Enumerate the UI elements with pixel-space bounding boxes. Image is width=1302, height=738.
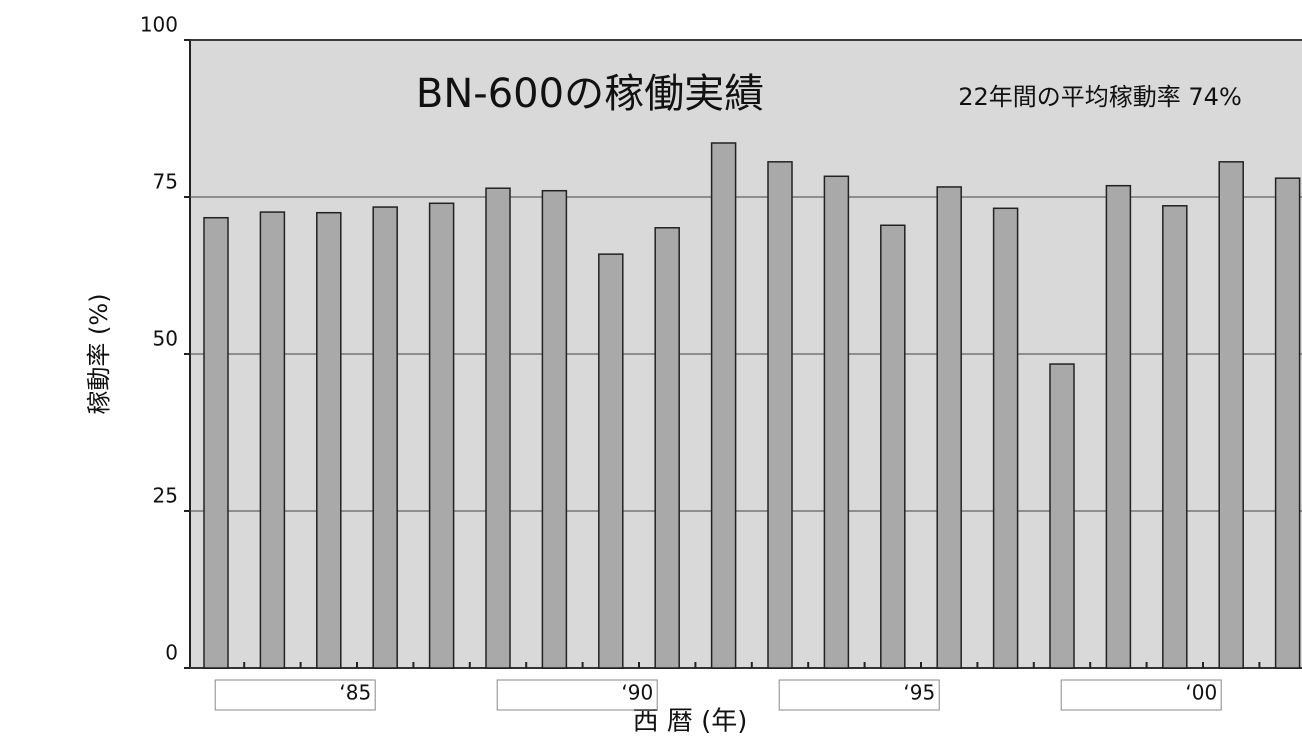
bar: [372, 206, 398, 669]
x-tick-label: ‘95: [903, 681, 935, 705]
bar: [1049, 363, 1075, 669]
y-tick-label: 50: [153, 327, 178, 351]
y-tick-label: 100: [140, 13, 178, 37]
y-tick-label: 0: [165, 641, 178, 665]
x-label-box: [214, 679, 376, 711]
bar: [992, 207, 1019, 669]
x-label-box: [496, 679, 658, 711]
bar: [485, 187, 511, 669]
annotation: 22年間の平均稼動率 74%: [958, 83, 1242, 111]
bar: [1274, 177, 1301, 669]
chart-title: BN-600の稼働実績: [416, 71, 764, 117]
x-tick-label: ‘00: [1185, 681, 1217, 705]
bar: [880, 224, 906, 669]
x-tick-label: ‘85: [339, 681, 371, 705]
bar: [598, 253, 624, 669]
bar: [1105, 184, 1132, 669]
y-tick-label: 75: [153, 170, 178, 194]
bar: [316, 211, 342, 669]
bar: [654, 227, 680, 669]
y-tick-label: 25: [153, 484, 178, 508]
y-axis-label: 稼動率 (%): [85, 293, 113, 414]
x-tick-label: ‘90: [621, 681, 653, 705]
bar: [823, 175, 850, 669]
x-label-box: [778, 679, 940, 711]
bar: [1218, 161, 1244, 669]
bar: [259, 211, 286, 669]
x-label-box: [1060, 679, 1222, 711]
x-axis-label: 西 暦 (年): [633, 707, 748, 737]
bar: [541, 189, 568, 669]
bar: [767, 161, 793, 669]
bar: [710, 142, 737, 669]
bar: [203, 216, 229, 669]
bar: [428, 202, 455, 669]
bar: [1162, 205, 1188, 669]
bar: [936, 186, 962, 669]
